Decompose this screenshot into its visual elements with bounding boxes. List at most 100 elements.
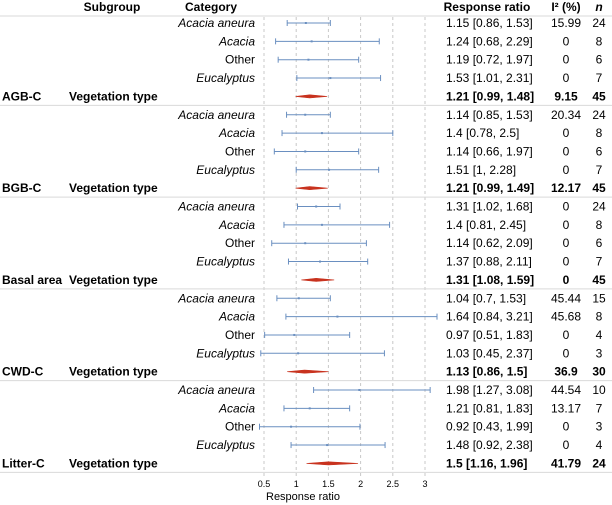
response-ratio-value: 1.04 [0.7, 1.53] — [446, 291, 526, 305]
response-ratio-value: 1.53 [1.01, 2.31] — [446, 71, 533, 85]
point-estimate — [315, 205, 318, 208]
n-value: 24 — [592, 16, 606, 30]
n-value: 4 — [596, 328, 603, 342]
response-ratio-value: 0.92 [0.43, 1.99] — [446, 420, 533, 434]
i2-value: 0 — [563, 34, 570, 48]
n-value: 7 — [596, 163, 603, 177]
header-n: n — [595, 0, 602, 14]
group-litter-c: Acacia aneura 1.98 [1.27, 3.08] 44.54 10 Aca… — [2, 383, 606, 470]
i2-value: 44.54 — [551, 383, 581, 397]
point-estimate — [304, 113, 307, 116]
response-ratio-value: 1.15 [0.86, 1.53] — [446, 16, 533, 30]
pooled-diamond — [295, 94, 328, 99]
category-label: Other — [225, 144, 255, 158]
x-tick-label: 0.5 — [258, 479, 271, 489]
category-label: Other — [225, 236, 255, 250]
category-label: Eucalyptus — [196, 346, 255, 360]
n-value: 6 — [596, 53, 603, 67]
subgroup-label: Vegetation type — [69, 365, 158, 379]
x-tick-label: 2 — [358, 479, 363, 489]
point-estimate — [293, 333, 296, 336]
x-tick-label: 2.5 — [387, 479, 400, 489]
response-ratio-value: 1.14 [0.62, 2.09] — [446, 236, 533, 250]
n-value: 8 — [596, 218, 603, 232]
category-label: Acacia — [218, 310, 255, 324]
point-estimate — [320, 132, 323, 135]
pooled-i2: 12.17 — [551, 181, 581, 195]
pooled-response-ratio: 1.31 [1.08, 1.59] — [446, 273, 534, 287]
x-tick-label: 1.5 — [322, 479, 335, 489]
i2-value: 0 — [563, 236, 570, 250]
pooled-diamond — [295, 186, 328, 191]
category-label: Eucalyptus — [196, 163, 255, 177]
header-subgroup: Subgroup — [84, 0, 141, 14]
point-estimate — [290, 425, 293, 428]
response-ratio-value: 1.64 [0.84, 3.21] — [446, 310, 533, 324]
point-estimate — [297, 352, 300, 355]
forest-rows: Acacia aneura 1.15 [0.86, 1.53] 15.99 24Aca… — [2, 16, 606, 470]
point-estimate — [358, 389, 361, 391]
category-label: Eucalyptus — [196, 71, 255, 85]
point-estimate — [336, 315, 339, 318]
n-value: 6 — [596, 144, 603, 158]
category-label: Acacia aneura — [177, 291, 255, 305]
pooled-i2: 41.79 — [551, 456, 581, 470]
group-bgb-c: Acacia aneura 1.14 [0.85, 1.53] 20.34 24 Aca… — [2, 108, 606, 195]
header-row: Subgroup Category Response ratio I² (%) … — [84, 0, 603, 14]
i2-value: 0 — [563, 53, 570, 67]
n-value: 3 — [596, 346, 603, 360]
response-ratio-value: 1.4 [0.81, 2.45] — [446, 218, 526, 232]
response-ratio-value: 1.48 [0.92, 2.38] — [446, 438, 533, 452]
response-ratio-value: 1.4 [0.78, 2.5] — [446, 126, 519, 140]
pooled-response-ratio: 1.13 [0.86, 1.5] — [446, 365, 527, 379]
response-ratio-value: 1.24 [0.68, 2.29] — [446, 34, 533, 48]
group-basal-area: Acacia aneura 1.31 [1.02, 1.68] 0 24 Acacia 1… — [2, 200, 606, 287]
i2-value: 0 — [563, 328, 570, 342]
category-label: Other — [225, 420, 255, 434]
i2-value: 0 — [563, 420, 570, 434]
response-label: AGB-C — [2, 89, 42, 103]
category-label: Acacia — [218, 126, 255, 140]
pooled-diamond — [287, 369, 329, 374]
pooled-i2: 9.15 — [554, 89, 578, 103]
header-category: Category — [185, 0, 237, 14]
subgroup-label: Vegetation type — [69, 181, 158, 195]
point-estimate — [310, 40, 313, 43]
i2-value: 15.99 — [551, 16, 581, 30]
gridlines — [263, 17, 426, 476]
n-value: 24 — [592, 200, 606, 214]
response-ratio-value: 0.97 [0.51, 1.83] — [446, 328, 533, 342]
category-label: Acacia aneura — [177, 383, 255, 397]
category-label: Eucalyptus — [196, 255, 255, 269]
n-value: 24 — [592, 108, 606, 122]
category-label: Other — [225, 328, 255, 342]
point-estimate — [320, 223, 323, 226]
response-label: CWD-C — [2, 365, 44, 379]
i2-value: 0 — [563, 126, 570, 140]
pooled-i2: 36.9 — [554, 365, 578, 379]
header-i2: I² (%) — [551, 0, 580, 14]
n-value: 15 — [592, 291, 606, 305]
subgroup-label: Vegetation type — [69, 89, 158, 103]
response-ratio-value: 1.19 [0.72, 1.97] — [446, 53, 533, 67]
pooled-n: 45 — [592, 89, 606, 103]
response-ratio-value: 1.51 [1, 2.28] — [446, 163, 516, 177]
category-label: Acacia — [218, 34, 255, 48]
pooled-diamond — [306, 461, 359, 466]
header-response-ratio: Response ratio — [444, 0, 531, 14]
pooled-n: 30 — [592, 365, 606, 379]
point-estimate — [328, 168, 331, 171]
x-axis-label: Response ratio — [266, 491, 340, 503]
n-value: 8 — [596, 34, 603, 48]
subgroup-label: Vegetation type — [69, 273, 158, 287]
n-value: 7 — [596, 401, 603, 415]
i2-value: 0 — [563, 438, 570, 452]
category-label: Other — [225, 53, 255, 67]
n-value: 6 — [596, 236, 603, 250]
response-label: Basal area — [2, 273, 62, 287]
pooled-response-ratio: 1.21 [0.99, 1.48] — [446, 89, 534, 103]
point-estimate — [307, 58, 310, 61]
point-estimate — [304, 150, 307, 153]
pooled-n: 45 — [592, 181, 606, 195]
